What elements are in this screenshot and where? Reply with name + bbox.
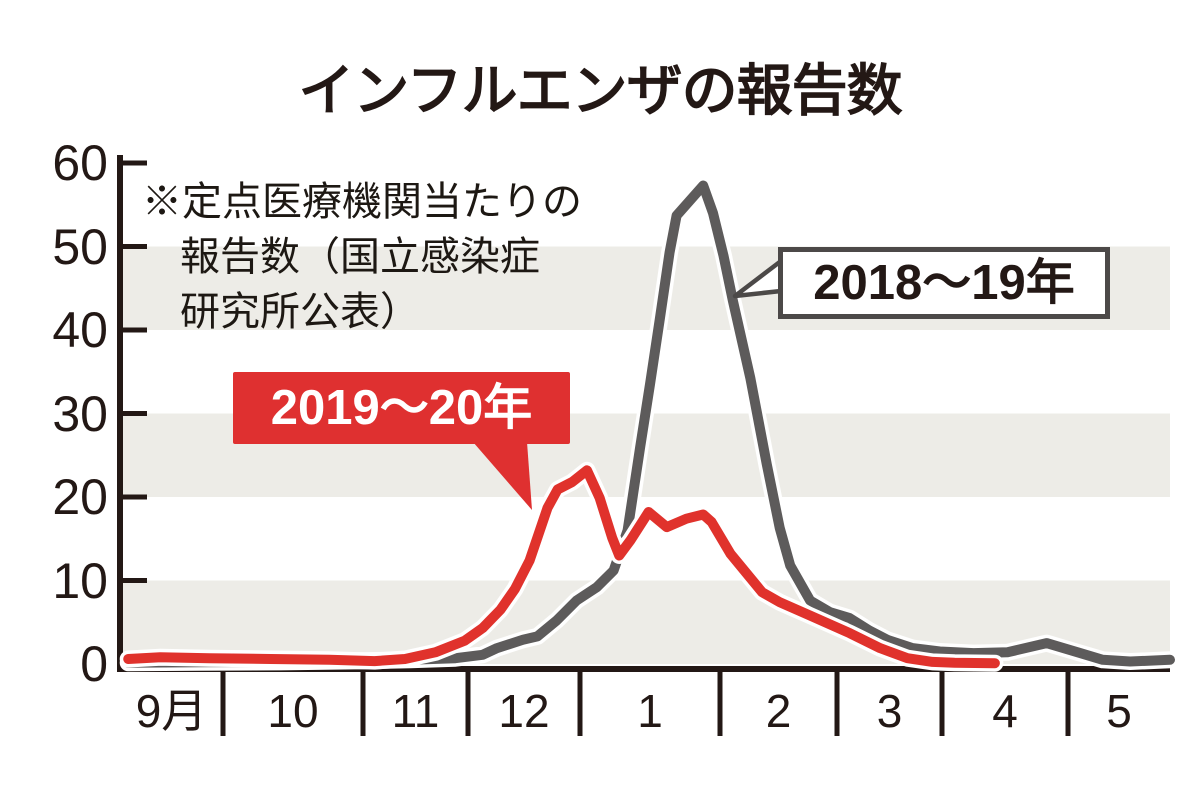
chart-note-line2: 報告数（国立感染症 [180,234,540,279]
x-tick-label-2: 10 [267,685,319,737]
legend-label-2019-20: 2019〜20年 [270,381,533,435]
x-tick-label-5: 1 [637,685,663,737]
y-tick [120,578,147,583]
x-tick [465,668,471,736]
x-tick-label-1: 9月 [135,685,208,737]
y-tick-label-10: 10 [52,552,108,609]
x-tick-label-4: 12 [498,685,550,737]
x-tick [360,668,366,736]
y-tick [120,494,147,500]
x-axis [117,666,1170,672]
series-line-2018-19 [123,180,1175,668]
series-line-2019-20 [123,465,1000,669]
x-tick-label-6: 2 [765,685,792,737]
callout-tail-2019-20 [473,442,532,510]
chart-note-line3: 研究所公表） [180,289,420,334]
x-tick [220,668,226,736]
y-tick-label-50: 50 [52,218,108,275]
y-tick [120,160,147,166]
x-tick [1065,668,1071,736]
y-tick-label-20: 20 [52,469,108,525]
chart-note-line1: ※定点医療機関当たりの [142,179,582,224]
legend-box-2019-20: 2019〜20年 [233,372,570,444]
legend-box-2018-19: 2018〜19年 [778,247,1110,319]
x-tick [939,668,945,736]
x-tick-label-8: 4 [992,685,1018,737]
y-tick-label-60: 60 [52,135,108,191]
x-tick-label-7: 3 [876,685,903,737]
legend-label-2018-19: 2018〜19年 [813,256,1075,310]
x-tick [834,668,840,736]
chart-title: インフルエンザの報告数 [298,59,902,122]
chart-note: ※定点医療機関当たりの 報告数（国立感染症 研究所公表） [142,174,582,339]
y-tick [120,244,147,249]
y-tick [120,327,147,333]
y-tick-label-30: 30 [52,385,108,442]
y-tick [120,411,147,416]
x-tick [717,668,723,736]
x-tick-label-9: 5 [1106,685,1132,737]
y-tick-label-40: 40 [52,302,108,358]
x-tick-label-3: 11 [391,685,440,737]
y-tick-label-0: 0 [80,636,108,692]
x-tick [577,668,583,736]
